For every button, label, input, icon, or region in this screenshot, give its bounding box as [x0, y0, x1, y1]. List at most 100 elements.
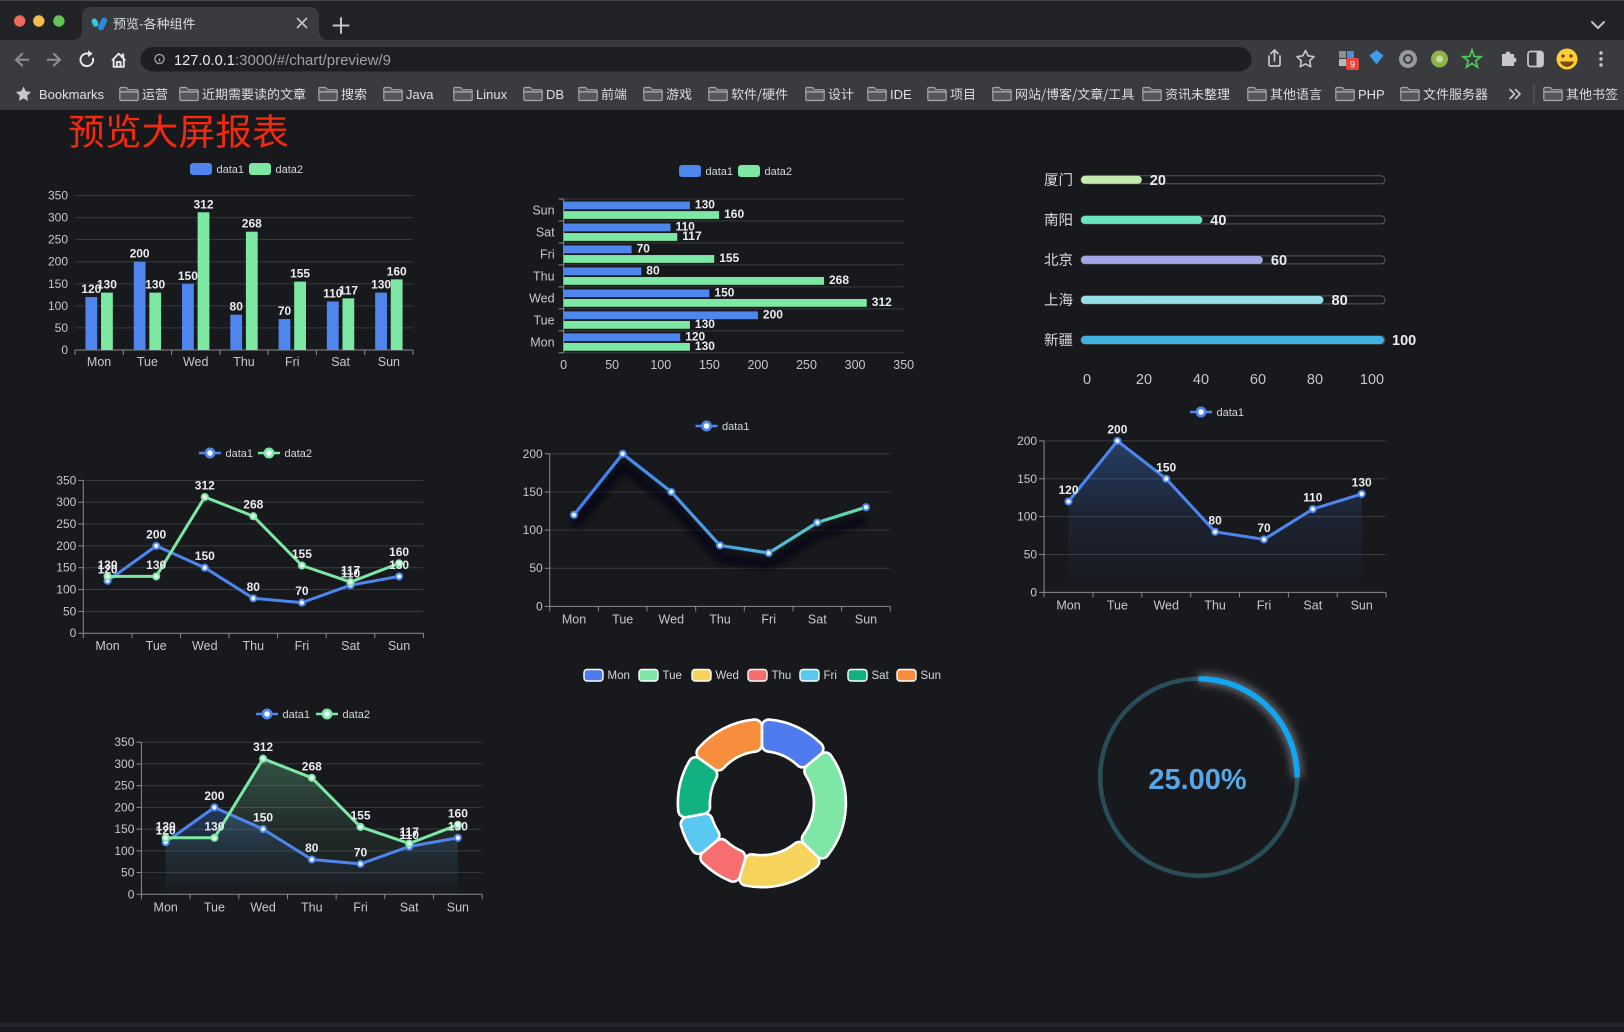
- svg-text:80: 80: [646, 264, 660, 278]
- svg-text:312: 312: [195, 479, 215, 493]
- svg-text:155: 155: [719, 251, 739, 265]
- svg-text:150: 150: [714, 285, 734, 299]
- svg-text:150: 150: [1156, 460, 1176, 474]
- svg-text:Wed: Wed: [183, 355, 209, 369]
- svg-text:Thu: Thu: [301, 900, 323, 914]
- svg-text:130: 130: [98, 558, 118, 572]
- svg-text:60: 60: [1271, 253, 1287, 269]
- svg-text:80: 80: [1208, 513, 1222, 527]
- svg-text:0: 0: [1030, 585, 1037, 599]
- svg-text:data2: data2: [765, 166, 793, 178]
- svg-text:80: 80: [1332, 293, 1348, 309]
- svg-text:150: 150: [1017, 472, 1037, 486]
- svg-text:110: 110: [1303, 491, 1323, 505]
- svg-text:150: 150: [523, 485, 543, 499]
- svg-text:Sat: Sat: [808, 612, 827, 626]
- svg-text:60: 60: [1250, 372, 1266, 388]
- svg-text:data1: data1: [226, 448, 254, 460]
- svg-text:70: 70: [354, 845, 368, 859]
- svg-text:150: 150: [178, 269, 198, 283]
- svg-text:155: 155: [290, 267, 310, 281]
- svg-text:80: 80: [1307, 372, 1323, 388]
- svg-text:100: 100: [56, 583, 76, 597]
- svg-text:120: 120: [156, 824, 176, 838]
- svg-text:160: 160: [448, 806, 468, 820]
- svg-text:data2: data2: [285, 448, 313, 460]
- svg-text:130: 130: [97, 278, 117, 292]
- svg-text:200: 200: [1017, 434, 1037, 448]
- svg-text:350: 350: [893, 358, 914, 372]
- svg-text:110: 110: [676, 220, 696, 234]
- svg-text:150: 150: [114, 822, 134, 836]
- svg-text:130: 130: [389, 558, 409, 572]
- svg-text:100: 100: [1017, 510, 1037, 524]
- svg-text:Thu: Thu: [533, 269, 555, 283]
- svg-text:Bookmarks: Bookmarks: [39, 87, 105, 102]
- svg-text:Fri: Fri: [285, 355, 300, 369]
- svg-text:Sun: Sun: [855, 612, 877, 626]
- svg-text:155: 155: [350, 808, 370, 822]
- svg-text:Tue: Tue: [1107, 598, 1128, 612]
- svg-text:80: 80: [305, 841, 319, 855]
- svg-text:25.00%: 25.00%: [1148, 764, 1247, 796]
- svg-text:312: 312: [253, 740, 273, 754]
- svg-text:110: 110: [400, 828, 420, 842]
- svg-text:Tue: Tue: [137, 355, 158, 369]
- svg-text:Linux: Linux: [476, 87, 508, 102]
- svg-text:data1: data1: [722, 421, 750, 433]
- svg-text:PHP: PHP: [1358, 87, 1385, 102]
- svg-text:DB: DB: [546, 87, 564, 102]
- svg-text:0: 0: [536, 599, 543, 613]
- svg-text:70: 70: [295, 584, 309, 598]
- svg-text:40: 40: [1193, 372, 1209, 388]
- svg-text:Sat: Sat: [341, 639, 360, 653]
- svg-text:130: 130: [695, 198, 715, 212]
- svg-text:data2: data2: [343, 709, 371, 721]
- svg-text:150: 150: [195, 549, 215, 563]
- svg-text:120: 120: [98, 562, 118, 576]
- svg-text:Mon: Mon: [1056, 598, 1080, 612]
- svg-text:50: 50: [63, 604, 77, 618]
- svg-text:9: 9: [1350, 60, 1355, 70]
- svg-text:350: 350: [48, 189, 68, 203]
- svg-text:268: 268: [242, 217, 262, 231]
- svg-text:130: 130: [146, 558, 166, 572]
- svg-text:Tue: Tue: [663, 670, 682, 682]
- svg-text:127.0.0.1: 127.0.0.1: [174, 53, 235, 69]
- svg-text:Mon: Mon: [154, 900, 178, 914]
- svg-text:data1: data1: [217, 164, 245, 176]
- svg-text:268: 268: [829, 273, 849, 287]
- svg-text:data1: data1: [283, 709, 311, 721]
- svg-text:data2: data2: [276, 164, 304, 176]
- svg-text:Sat: Sat: [400, 900, 419, 914]
- svg-text:Mon: Mon: [562, 612, 586, 626]
- svg-text:200: 200: [204, 789, 224, 803]
- svg-text:Sat: Sat: [536, 226, 555, 240]
- svg-text:350: 350: [114, 735, 134, 749]
- svg-text:Mon: Mon: [608, 670, 630, 682]
- svg-text:70: 70: [1257, 521, 1271, 535]
- svg-text:20: 20: [1150, 173, 1166, 189]
- svg-text:Sun: Sun: [921, 670, 941, 682]
- svg-text:70: 70: [278, 304, 292, 318]
- svg-text:0: 0: [1083, 372, 1091, 388]
- svg-text:200: 200: [1107, 422, 1127, 436]
- svg-text:50: 50: [605, 358, 619, 372]
- svg-text:350: 350: [56, 473, 76, 487]
- svg-text:0: 0: [70, 626, 77, 640]
- svg-text:150: 150: [699, 358, 720, 372]
- svg-text:117: 117: [400, 825, 420, 839]
- svg-text:Mon: Mon: [530, 335, 554, 349]
- svg-text:0: 0: [61, 343, 68, 357]
- svg-text:Tue: Tue: [204, 900, 225, 914]
- svg-text:100: 100: [1392, 333, 1416, 349]
- svg-text:80: 80: [247, 580, 261, 594]
- svg-text:Thu: Thu: [1204, 598, 1226, 612]
- svg-text:Wed: Wed: [716, 670, 739, 682]
- svg-text:150: 150: [253, 811, 273, 825]
- svg-text:200: 200: [523, 447, 543, 461]
- svg-text:200: 200: [48, 255, 68, 269]
- svg-text:Wed: Wed: [192, 639, 218, 653]
- svg-text:200: 200: [146, 527, 166, 541]
- svg-text:200: 200: [56, 539, 76, 553]
